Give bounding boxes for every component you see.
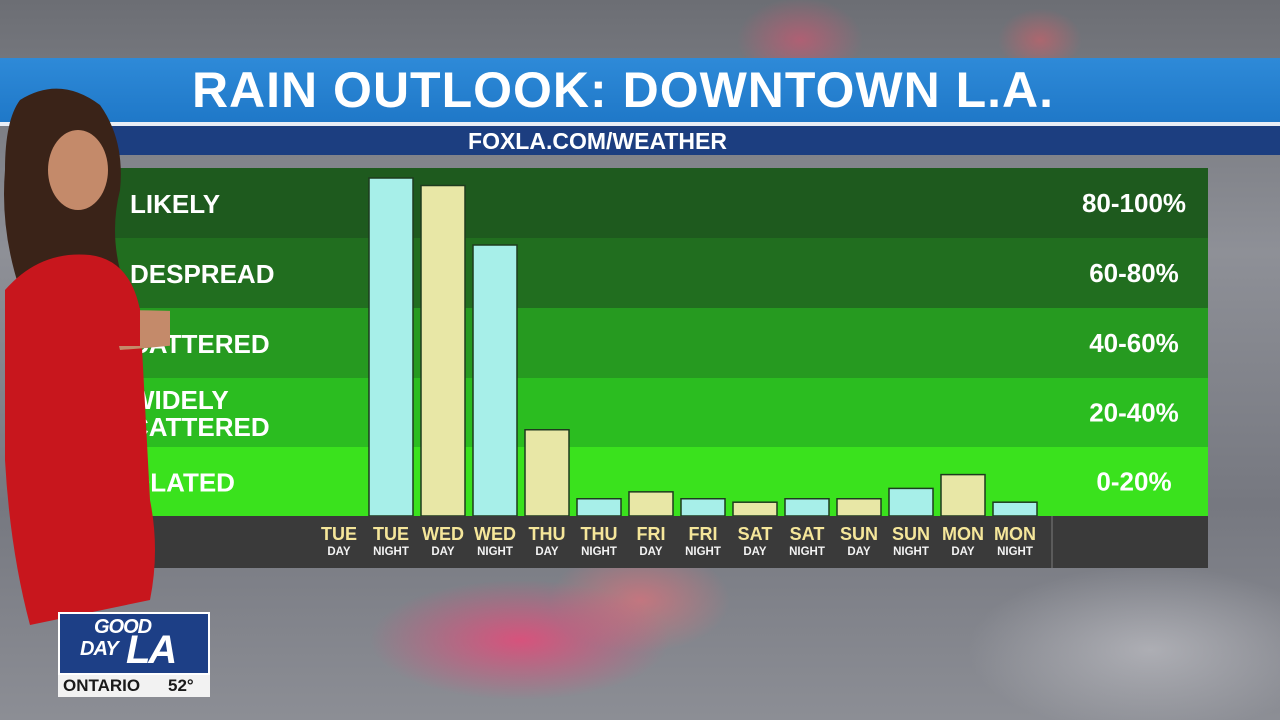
- tick-period-2: DAY: [431, 546, 455, 558]
- tick-period-6: DAY: [639, 546, 663, 558]
- tick-day-3: WED: [474, 524, 516, 544]
- chart-bars: [368, 177, 1038, 517]
- band-2: [108, 308, 1208, 378]
- bar-2: [420, 184, 466, 517]
- tick-period-0: DAY: [327, 546, 351, 558]
- bar-8: [732, 501, 778, 517]
- bar-10: [836, 498, 882, 517]
- axis-strip: [108, 516, 1208, 568]
- bar-7: [680, 498, 726, 517]
- tick-day-4: THU: [529, 524, 566, 544]
- band-range-1: 60-80%: [1089, 258, 1179, 288]
- tick-period-13: NIGHT: [997, 546, 1033, 558]
- tick-day-11: SUN: [892, 524, 930, 544]
- band-label-1-0: DESPREAD: [130, 259, 274, 289]
- band-range-0: 80-100%: [1082, 188, 1186, 218]
- bar-11: [888, 487, 934, 517]
- tick-period-12: DAY: [951, 546, 975, 558]
- subtitle-banner: FOXLA.COM/WEATHER: [105, 126, 1280, 155]
- tick-period-9: NIGHT: [789, 546, 825, 558]
- tick-day-2: WED: [422, 524, 464, 544]
- website-url: FOXLA.COM/WEATHER: [468, 128, 727, 154]
- band-1: [108, 238, 1208, 308]
- bar-6: [628, 491, 674, 517]
- bar-9: [784, 498, 830, 517]
- tick-period-8: DAY: [743, 546, 767, 558]
- band-3: [108, 378, 1208, 447]
- tick-period-5: NIGHT: [581, 546, 617, 558]
- temperature-ticker: ONTARIO 52°: [58, 675, 210, 697]
- band-range-3: 20-40%: [1089, 398, 1179, 428]
- title-banner: RAIN OUTLOOK: DOWNTOWN L.A.: [0, 58, 1280, 122]
- page-title: RAIN OUTLOOK: DOWNTOWN L.A.: [191, 62, 1055, 118]
- bar-12: [940, 473, 986, 517]
- tick-day-0: TUE: [321, 524, 357, 544]
- tick-period-3: NIGHT: [477, 546, 513, 558]
- bar-13: [992, 501, 1038, 517]
- presenter-figure: [4, 88, 170, 625]
- tick-day-10: SUN: [840, 524, 878, 544]
- tick-day-7: FRI: [689, 524, 718, 544]
- band-range-4: 0-20%: [1096, 467, 1171, 497]
- band-label-3-1: CATTERED: [130, 412, 270, 442]
- logo-good-text: GOOD: [94, 616, 152, 638]
- ticker-city: ONTARIO: [63, 676, 141, 695]
- x-axis-labels: TUE DAY TUE NIGHT WED DAY WED NIGHT THU DAY THU NIG…: [108, 516, 1208, 568]
- bar-3: [472, 244, 518, 517]
- tick-day-5: THU: [581, 524, 618, 544]
- tick-day-9: SAT: [790, 524, 825, 544]
- logo-la-text: LA: [126, 628, 177, 672]
- tick-day-8: SAT: [738, 524, 773, 544]
- tick-period-1: NIGHT: [373, 546, 409, 558]
- tick-day-13: MON: [994, 524, 1036, 544]
- band-0: [108, 168, 1208, 238]
- bar-1: [368, 177, 414, 517]
- tick-period-10: DAY: [847, 546, 871, 558]
- tick-day-12: MON: [942, 524, 984, 544]
- bar-5: [576, 498, 622, 517]
- station-logo: GOOD DAY LA: [58, 612, 210, 675]
- tick-day-1: TUE: [373, 524, 409, 544]
- band-label-3-0: WIDELY: [130, 385, 229, 415]
- title-divider: [0, 122, 1280, 126]
- probability-bands: LIKELY 80-100% DESPREAD 60-80% CATTERED 40-60…: [108, 168, 1208, 516]
- tick-period-11: NIGHT: [893, 546, 929, 558]
- ticker-temperature: 52°: [168, 676, 194, 695]
- band-range-2: 40-60%: [1089, 328, 1179, 358]
- tick-day-6: FRI: [637, 524, 666, 544]
- band-label-0-0: LIKELY: [130, 189, 220, 219]
- tick-period-4: DAY: [535, 546, 559, 558]
- logo-day-text: DAY: [80, 638, 119, 660]
- tick-period-7: NIGHT: [685, 546, 721, 558]
- bar-4: [524, 429, 570, 517]
